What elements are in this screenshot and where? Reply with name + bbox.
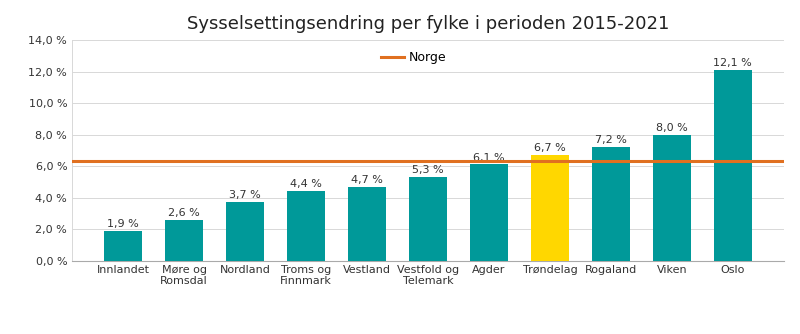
Bar — [348, 186, 386, 261]
Bar — [531, 155, 569, 261]
Text: 4,4 %: 4,4 % — [290, 179, 322, 189]
Text: 12,1 %: 12,1 % — [714, 58, 752, 68]
Text: 1,9 %: 1,9 % — [107, 219, 139, 229]
Title: Sysselsettingsendring per fylke i perioden 2015-2021: Sysselsettingsendring per fylke i period… — [187, 15, 669, 33]
Text: 2,6 %: 2,6 % — [168, 208, 200, 218]
Text: 3,7 %: 3,7 % — [230, 190, 261, 200]
Bar — [104, 230, 142, 261]
Bar — [287, 191, 325, 261]
Text: 6,7 %: 6,7 % — [534, 143, 566, 153]
Legend: Norge: Norge — [376, 46, 451, 69]
Bar — [226, 202, 264, 261]
Bar — [470, 164, 508, 261]
Text: 8,0 %: 8,0 % — [656, 123, 688, 133]
Text: 4,7 %: 4,7 % — [351, 175, 383, 185]
Bar — [409, 177, 447, 261]
Bar — [653, 135, 690, 261]
Bar — [714, 70, 752, 261]
Bar — [166, 219, 203, 261]
Text: 7,2 %: 7,2 % — [595, 135, 626, 145]
Text: 5,3 %: 5,3 % — [412, 165, 444, 175]
Text: 6,1 %: 6,1 % — [473, 153, 505, 163]
Bar — [592, 147, 630, 261]
